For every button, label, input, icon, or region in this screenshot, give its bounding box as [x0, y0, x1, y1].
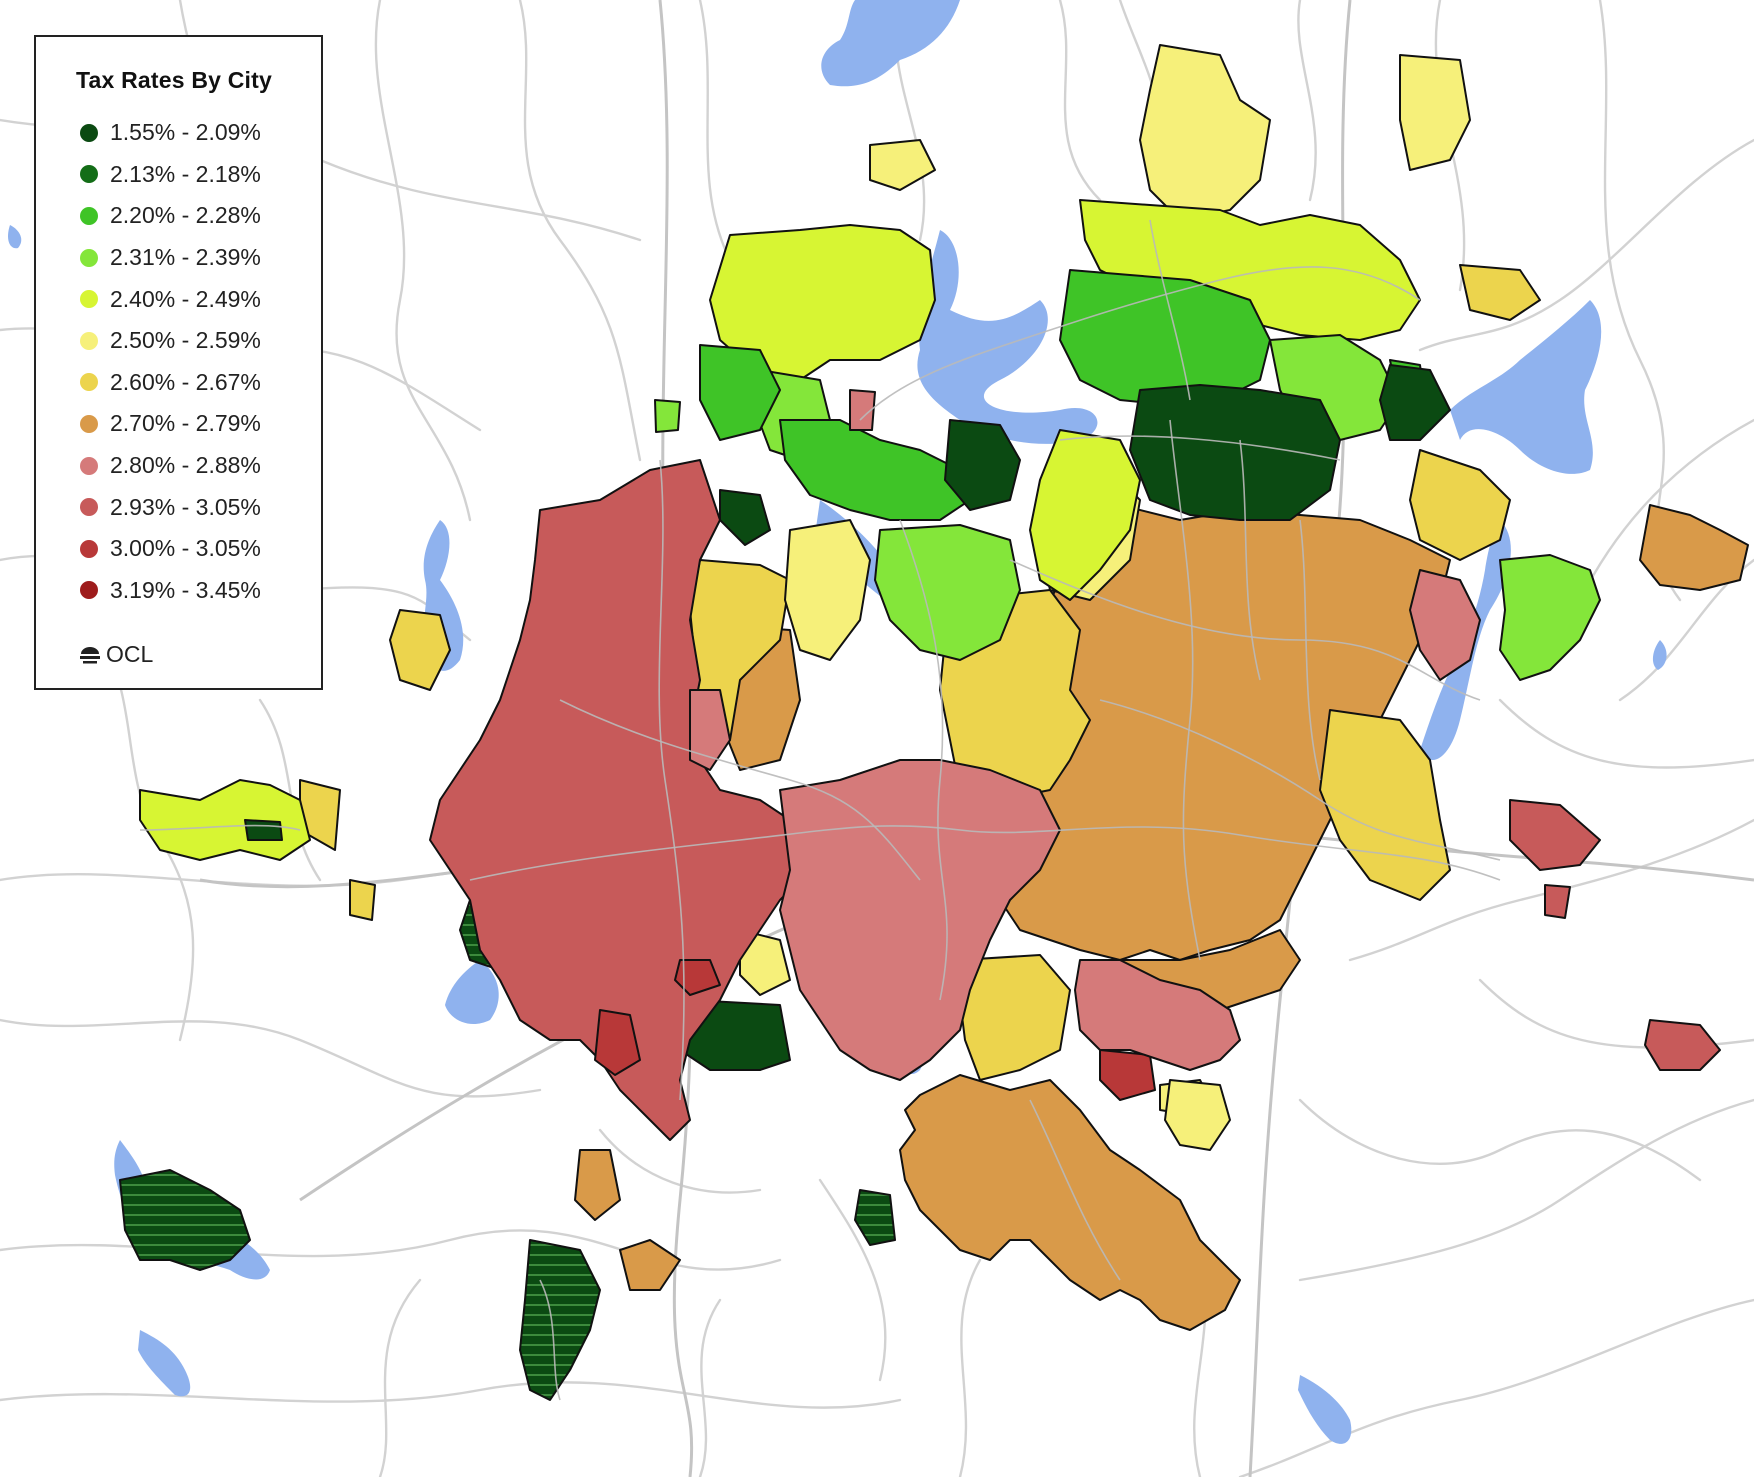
- legend-item: 2.13% - 2.18%: [80, 154, 261, 196]
- city-region-green-center: [779, 419, 971, 521]
- city-region-tan-south-small: [574, 1149, 621, 1221]
- legend-swatch: [80, 373, 98, 392]
- legend-list: 1.55% - 2.09% 2.13% - 2.18% 2.20% - 2.28…: [80, 112, 261, 611]
- legend-label: 2.93% - 3.05%: [110, 493, 261, 520]
- city-region-hatched-southwest-1: [119, 1169, 251, 1271]
- city-region-pink-west: [689, 689, 731, 771]
- city-region-red-center-small: [674, 959, 721, 996]
- city-region-red-east: [1509, 799, 1601, 871]
- city-region-red-west: [594, 1009, 641, 1076]
- legend-label: 3.19% - 3.45%: [110, 576, 261, 603]
- legend-item: 2.50% - 2.59%: [80, 320, 261, 362]
- city-region-gold-ne: [1409, 449, 1511, 561]
- city-region-lightgreen-nw-small: [654, 399, 681, 433]
- map-legend: Tax Rates By City 1.55% - 2.09% 2.13% - …: [34, 35, 323, 690]
- city-region-gold-sw-small: [349, 879, 376, 921]
- city-region-darkgreen-outlying: [244, 819, 283, 841]
- legend-item: 3.19% - 3.45%: [80, 570, 261, 612]
- legend-item: 2.70% - 2.79%: [80, 403, 261, 445]
- city-region-pink-north: [849, 389, 876, 431]
- city-region-yellow-south-2: [1164, 1079, 1231, 1151]
- city-region-green-west: [699, 344, 781, 441]
- legend-title: Tax Rates By City: [76, 67, 272, 93]
- legend-label: 3.00% - 3.05%: [110, 535, 261, 562]
- city-region-gold-west-outlying: [389, 609, 451, 691]
- legend-label: 2.70% - 2.79%: [110, 410, 261, 437]
- legend-label: 2.60% - 2.67%: [110, 368, 261, 395]
- city-region-lightgreen-central: [874, 524, 1021, 661]
- city-region-yellow-north-west: [869, 139, 936, 191]
- legend-label: 2.40% - 2.49%: [110, 285, 261, 312]
- legend-label: 2.80% - 2.88%: [110, 452, 261, 479]
- legend-label: 2.20% - 2.28%: [110, 202, 261, 229]
- legend-swatch: [80, 331, 98, 350]
- city-boundaries: [119, 44, 1749, 1401]
- legend-swatch: [80, 206, 98, 225]
- city-region-yellow-ne: [1399, 54, 1471, 171]
- city-region-darkgreen-center: [944, 419, 1021, 511]
- legend-item: 2.80% - 2.88%: [80, 445, 261, 487]
- legend-item: 3.00% - 3.05%: [80, 528, 261, 570]
- legend-label: 2.13% - 2.18%: [110, 160, 261, 187]
- city-region-pink-arlington: [779, 759, 1061, 1081]
- city-region-red-south: [1099, 1049, 1156, 1101]
- legend-swatch: [80, 123, 98, 142]
- city-region-gold-top: [1459, 264, 1541, 321]
- legend-item: 2.31% - 2.39%: [80, 237, 261, 279]
- legend-swatch: [80, 498, 98, 517]
- city-region-lime-central: [1029, 429, 1141, 601]
- city-region-pink-east: [1409, 569, 1481, 681]
- ocl-logo-icon: [80, 646, 100, 663]
- legend-swatch: [80, 414, 98, 433]
- city-region-tan-ssw: [619, 1239, 681, 1291]
- city-region-yellow-south-small: [739, 929, 791, 996]
- legend-item: 1.55% - 2.09%: [80, 112, 261, 154]
- legend-item: 2.40% - 2.49%: [80, 278, 261, 320]
- legend-item: 2.93% - 3.05%: [80, 486, 261, 528]
- legend-swatch: [80, 290, 98, 309]
- brand: OCL: [78, 641, 153, 668]
- legend-swatch: [80, 165, 98, 184]
- city-region-red-ne-small: [1544, 884, 1571, 919]
- legend-swatch: [80, 248, 98, 267]
- city-region-darkgreen-ne: [1379, 364, 1451, 441]
- legend-swatch: [80, 456, 98, 475]
- city-region-red-southeast: [1644, 1019, 1721, 1071]
- city-region-pink-south: [1074, 959, 1241, 1071]
- brand-text: OCL: [106, 641, 154, 667]
- city-region-darkgreen-west-small: [719, 489, 771, 546]
- city-region-yellow-north: [1139, 44, 1271, 221]
- city-region-yellow-west: [784, 519, 871, 661]
- city-region-hatched-small: [854, 1189, 896, 1246]
- legend-item: 2.60% - 2.67%: [80, 362, 261, 404]
- legend-item: 2.20% - 2.28%: [80, 195, 261, 237]
- legend-label: 2.31% - 2.39%: [110, 244, 261, 271]
- legend-swatch: [80, 539, 98, 558]
- city-region-darkgreen-north-center: [1129, 384, 1341, 521]
- legend-label: 1.55% - 2.09%: [110, 119, 261, 146]
- city-region-lightgreen-east: [1499, 554, 1601, 681]
- city-region-lime-northwest: [709, 224, 936, 381]
- legend-label: 2.50% - 2.59%: [110, 327, 261, 354]
- city-region-tan-ne-strip: [1639, 504, 1749, 591]
- city-region-gold-east: [1319, 709, 1451, 901]
- city-region-tan-south: [899, 1074, 1241, 1331]
- city-region-lime-west-outlying: [139, 779, 311, 861]
- city-roads: [139, 219, 1501, 1401]
- legend-swatch: [80, 581, 98, 600]
- city-region-hatched-southwest-2: [519, 1239, 601, 1401]
